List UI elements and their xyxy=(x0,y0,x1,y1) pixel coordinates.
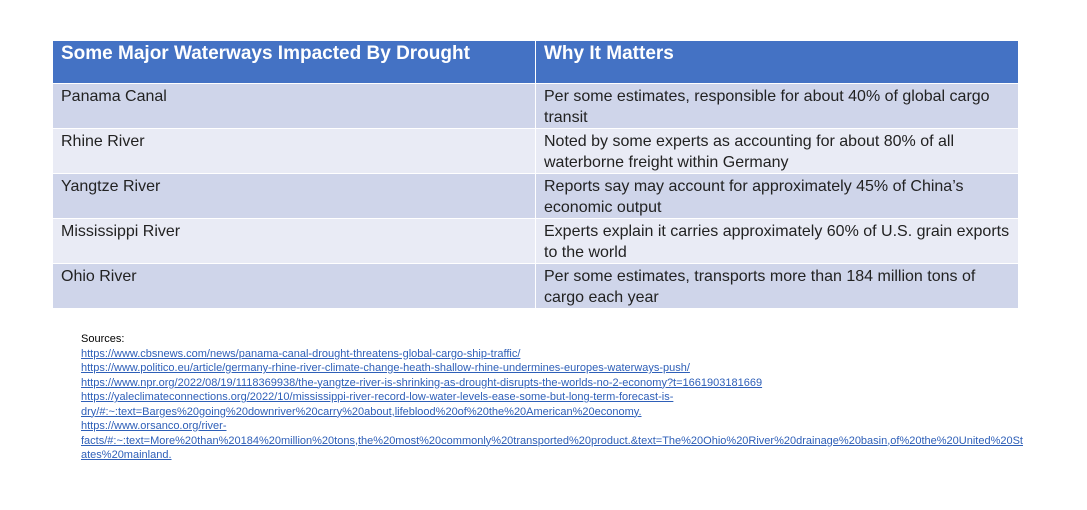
table-body: Panama Canal Per some estimates, responsi… xyxy=(52,83,1019,309)
waterway-cell: Mississippi River xyxy=(52,218,536,264)
why-cell: Noted by some experts as accounting for … xyxy=(535,128,1019,174)
waterway-cell: Ohio River xyxy=(52,263,536,309)
source-link[interactable]: https://www.cbsnews.com/news/panama-cana… xyxy=(81,347,521,360)
why-cell: Per some estimates, transports more than… xyxy=(535,263,1019,309)
header-cell: Some Major Waterways Impacted By Drought xyxy=(52,40,536,84)
waterway-cell: Rhine River xyxy=(52,128,536,174)
table-row: Rhine River Noted by some experts as acco… xyxy=(52,128,1019,174)
sources: Sources: https://www.cbsnews.com/news/pa… xyxy=(81,332,1026,463)
why-cell: Per some estimates, responsible for abou… xyxy=(535,83,1019,129)
waterway-cell: Panama Canal xyxy=(52,83,536,129)
table-row: Ohio River Per some estimates, transports… xyxy=(52,263,1019,309)
source-link[interactable]: https://www.orsanco.org/river-facts/#:~:… xyxy=(81,420,1023,461)
waterway-cell: Yangtze River xyxy=(52,173,536,219)
source-link[interactable]: https://www.npr.org/2022/08/19/111836993… xyxy=(81,376,763,389)
header-cell: Why It Matters xyxy=(535,40,1019,84)
why-cell: Experts explain it carries approximately… xyxy=(535,218,1019,264)
table-row: Yangtze River Reports say may account for… xyxy=(52,173,1019,219)
sources-label: Sources: xyxy=(81,333,125,345)
table-row: Mississippi River Experts explain it carr… xyxy=(52,218,1019,264)
table-row: Panama Canal Per some estimates, responsi… xyxy=(52,83,1019,129)
source-link[interactable]: https://www.politico.eu/article/germany-… xyxy=(81,362,690,374)
waterways-table: Some Major Waterways Impacted By Drought… xyxy=(52,40,1019,309)
header-row: Some Major Waterways Impacted By Drought… xyxy=(52,40,1019,84)
source-link[interactable]: https://yaleclimateconnections.org/2022/… xyxy=(81,391,674,418)
why-cell: Reports say may account for approximatel… xyxy=(535,173,1019,219)
